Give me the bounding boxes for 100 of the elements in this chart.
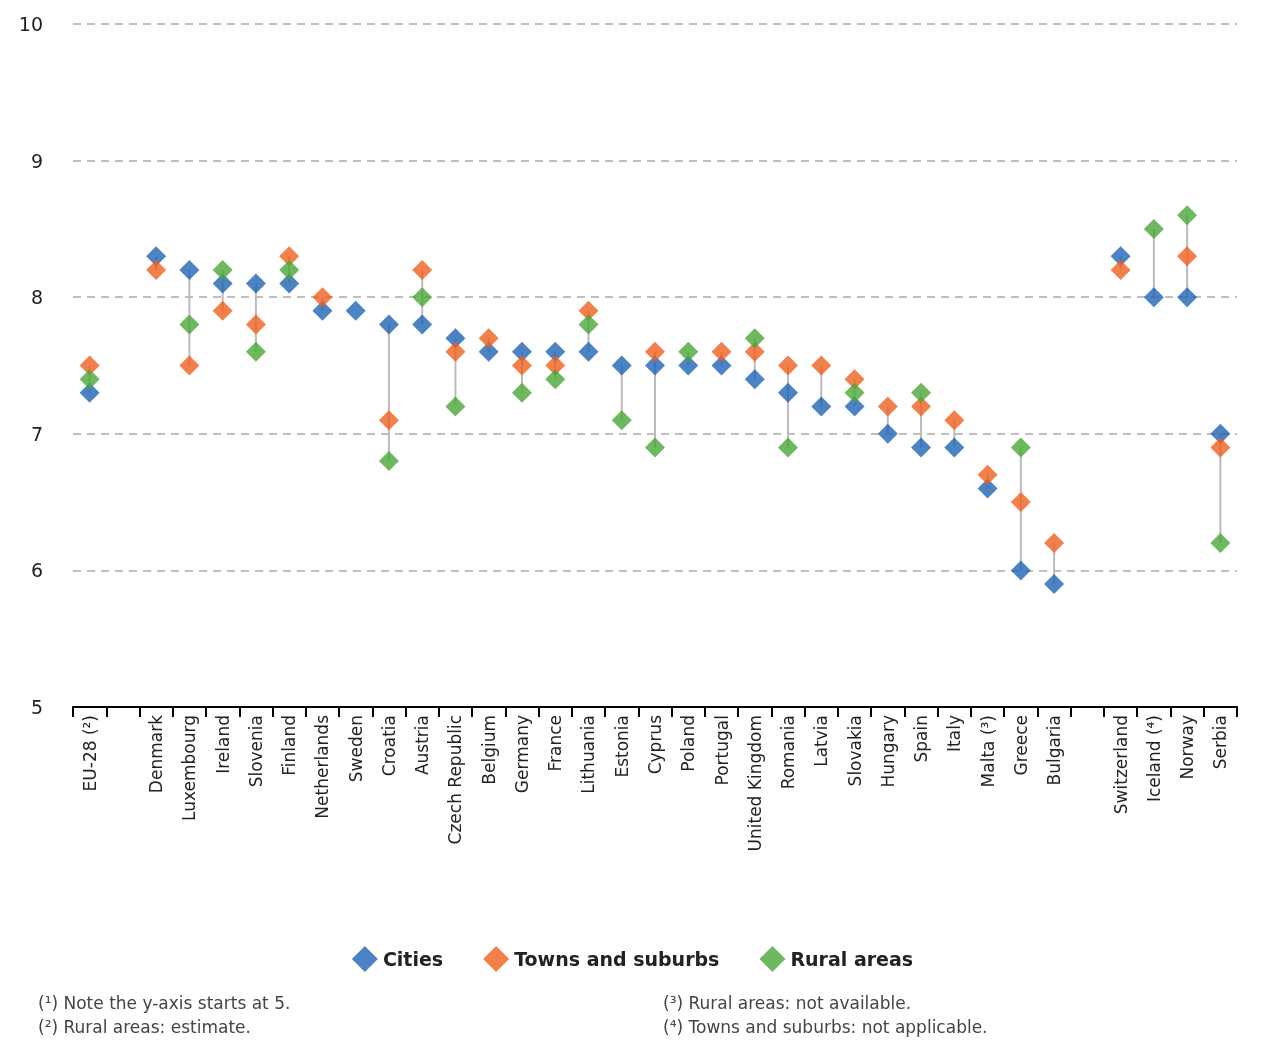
y-tick-label: 8 [30,286,43,309]
text: (⁴) Towns and suburbs: not applicable. [663,1016,988,1037]
point [245,273,266,294]
x-tick-label: Romania [778,715,799,790]
x-tick-label: Norway [1177,715,1198,780]
point [578,300,599,321]
point [1143,218,1164,239]
point [811,355,832,376]
x-tick-label: Iceland (⁴) [1143,715,1164,803]
x-tick-label: Cyprus [645,714,665,775]
point [378,451,399,472]
point [279,259,300,280]
point [478,328,499,349]
point [312,287,333,308]
point [811,396,832,417]
point [744,328,765,349]
x-tick-label: Greece [1010,715,1031,776]
y-tick-label: 9 [30,149,43,172]
point [545,369,566,390]
point [1177,205,1198,226]
x-tick-label: EU-28 (²) [79,715,100,792]
x-tick-label: Poland [678,715,699,772]
point [378,410,399,431]
point [877,423,898,444]
x-tick-label: United Kingdom [744,715,765,852]
legend-label: Cities [382,948,444,970]
point [445,341,466,362]
point [1210,533,1231,554]
x-tick-label: Estonia [611,715,632,778]
point [511,382,532,403]
text: (²) Rural areas: estimate. [38,1016,251,1037]
y-tick-label: 6 [30,559,43,582]
x-tick-label: Sweden [345,715,366,783]
x-tick-label: Serbia [1210,715,1231,770]
point [412,314,433,335]
point [146,259,167,280]
x-tick-label: Luxembourg [179,715,200,821]
point [212,300,233,321]
point [844,382,865,403]
point [179,314,200,335]
point [1044,574,1065,595]
x-tick-label: Denmark [146,714,167,794]
point [611,355,632,376]
point [678,341,699,362]
point [445,396,466,417]
x-tick-label: Portugal [711,715,732,786]
point [1010,560,1031,581]
x-tick-label: Hungary [877,715,898,788]
point [412,259,433,280]
point [1177,287,1198,308]
x-tick-label: Finland [279,715,300,776]
x-tick-label: Latvia [811,715,832,767]
point [711,341,732,362]
x-tick-label: Belgium [478,715,499,785]
legend-label: Towns and suburbs [514,948,720,970]
point [1044,533,1065,554]
point [1010,437,1031,458]
point [578,341,599,362]
y-tick-label: 7 [30,422,43,445]
x-tick-label: Switzerland [1110,715,1131,815]
point [378,314,399,335]
point [212,259,233,280]
point [744,369,765,390]
point [645,437,665,458]
point [1143,287,1164,308]
x-tick-label: Czech Republic [445,715,466,845]
point [179,259,200,280]
x-tick-label: Croatia [378,715,399,777]
x-tick-label: Malta (³) [977,715,998,788]
point [778,382,799,403]
point [1210,437,1231,458]
y-tick-label: 5 [30,696,43,718]
x-tick-label: France [545,715,566,772]
point [1177,246,1198,267]
point [412,287,433,308]
point [911,437,932,458]
point [877,396,898,417]
legend-label: Rural areas [790,948,914,970]
point [645,341,665,362]
x-tick-label: Netherlands [312,714,333,819]
point [578,314,599,335]
point [778,437,799,458]
point [79,369,100,390]
point [911,382,932,403]
point [245,341,266,362]
text: (³) Rural areas: not available. [663,992,912,1013]
x-tick-label: Bulgaria [1044,715,1065,786]
text: (¹) Note the y-axis starts at 5. [38,992,291,1013]
y-tick-label: 10 [18,13,43,35]
x-tick-label: Lithuania [578,715,599,794]
point [611,410,632,431]
x-tick-label: Germany [511,715,532,794]
point [778,355,799,376]
point [1110,259,1131,280]
x-tick-label: Ireland [212,715,233,774]
point [977,464,998,485]
point [944,410,965,431]
x-tick-label: Slovenia [245,715,266,788]
point [1010,492,1031,513]
x-tick-label: Austria [412,715,433,776]
